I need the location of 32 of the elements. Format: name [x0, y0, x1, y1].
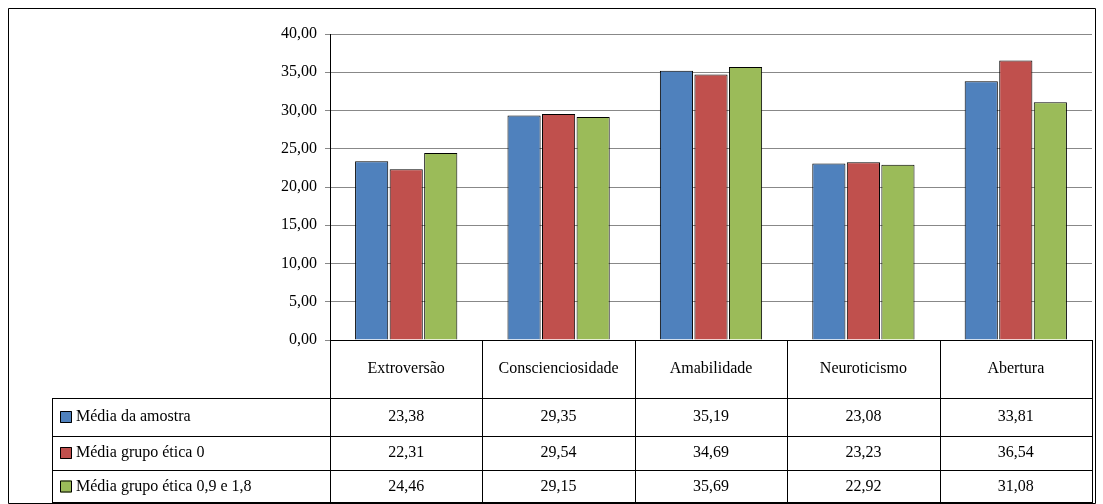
x-tick-label: Conscienciosidade — [498, 359, 619, 377]
y-tick-label: 15,00 — [281, 215, 317, 233]
x-tick-label: Neuroticismo — [819, 359, 907, 377]
data-label: 35,69 — [693, 476, 729, 494]
y-tick-label: 40,00 — [281, 24, 317, 42]
data-label: 24,46 — [388, 476, 425, 494]
data-label: 22,92 — [845, 476, 882, 494]
legend-label: Média grupo ética 0,9 e 1,8 — [76, 476, 252, 495]
data-label: 33,81 — [997, 407, 1034, 425]
data-label: 23,23 — [845, 443, 882, 461]
legend-label: Média grupo ética 0 — [76, 443, 205, 462]
data-label: 35,19 — [693, 407, 729, 425]
y-tick-label: 30,00 — [281, 100, 317, 118]
data-label: 29,15 — [540, 476, 577, 494]
data-label: 31,08 — [997, 476, 1034, 494]
y-tick-label: 35,00 — [281, 62, 317, 80]
data-label: 29,54 — [540, 443, 577, 461]
x-tick-label: Amabilidade — [669, 359, 753, 377]
y-tick-label: 25,00 — [281, 138, 317, 156]
y-tick-label: 20,00 — [281, 177, 317, 195]
y-tick-label: 0,00 — [289, 330, 317, 348]
x-tick-label: Abertura — [987, 359, 1045, 377]
x-tick-label: Extroversão — [367, 359, 445, 377]
y-tick-label: 10,00 — [281, 253, 317, 271]
data-label: 29,35 — [540, 407, 577, 425]
data-label: 23,38 — [388, 407, 425, 425]
data-label: 34,69 — [693, 443, 729, 461]
data-label: 36,54 — [997, 443, 1034, 461]
legend-label: Média da amostra — [76, 407, 191, 425]
y-tick-label: 5,00 — [289, 291, 317, 309]
data-label: 22,31 — [388, 443, 425, 461]
data-label: 23,08 — [845, 407, 882, 425]
